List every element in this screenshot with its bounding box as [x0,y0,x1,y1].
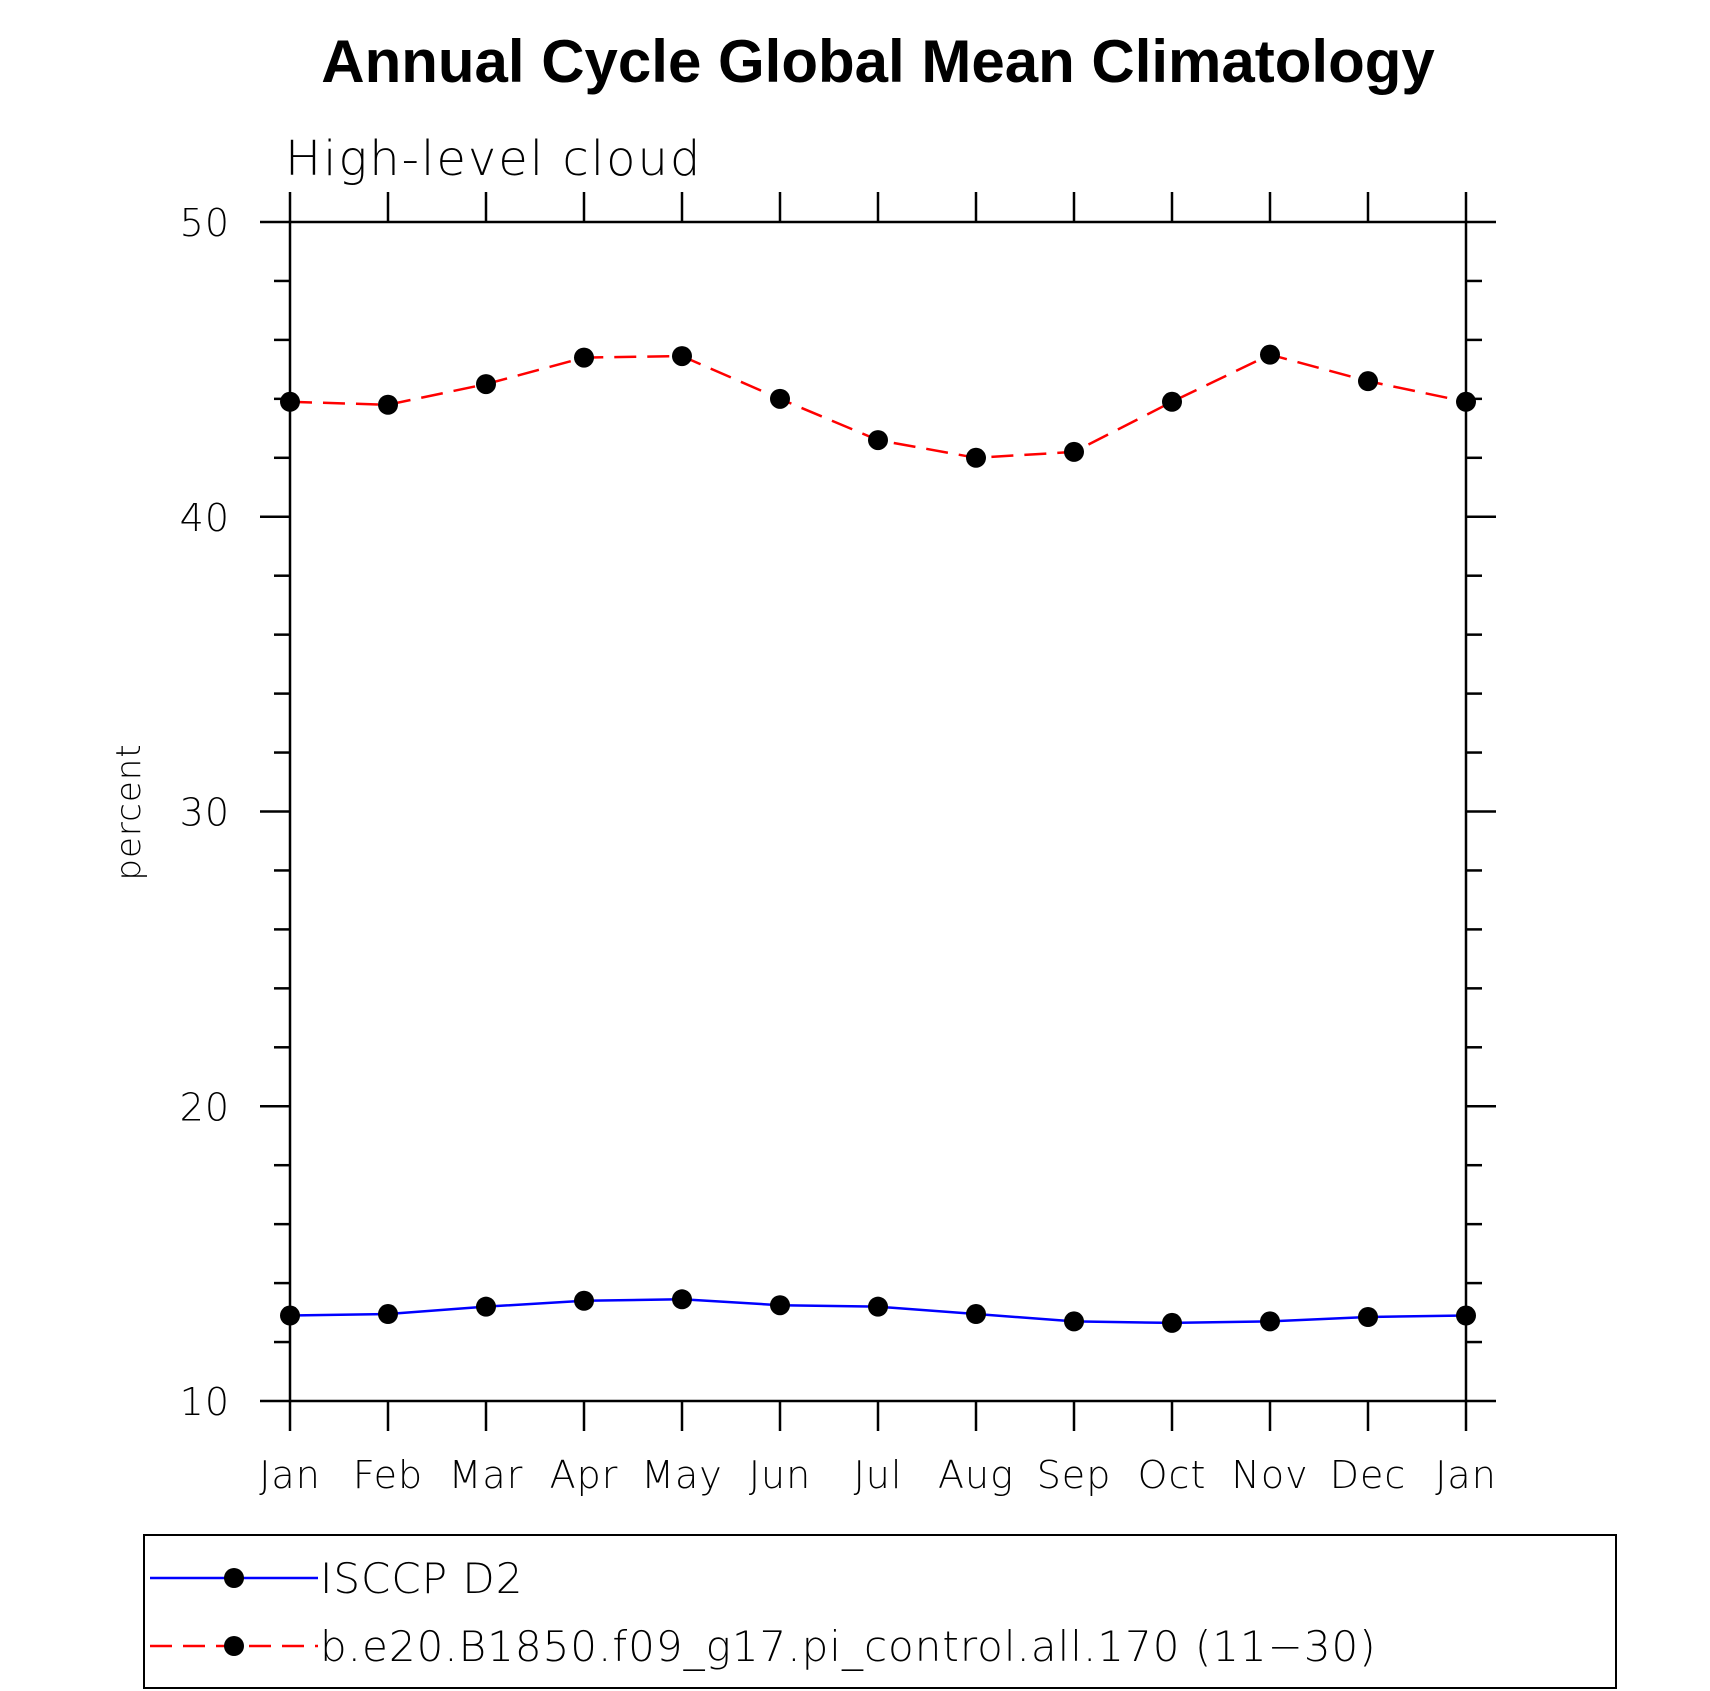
x-tick-label: Feb [353,1453,423,1497]
legend-marker-2 [224,1636,244,1656]
series-2-point [1260,344,1280,365]
series-2-point [378,394,398,415]
series-1-point [1064,1311,1084,1332]
x-tick-label: Jun [749,1453,811,1497]
series-2-point [966,447,986,468]
x-tick-label: Jan [259,1453,321,1497]
x-tick-label: Dec [1330,1453,1407,1497]
chart-title: Annual Cycle Global Mean Climatology [321,28,1435,95]
legend: ISCCP D2 b.e20.B1850.f09_g17.pi_control.a… [150,1554,1377,1671]
x-tick-label: Jul [854,1453,903,1497]
plot-frame [288,220,1468,1403]
series-1-point [1358,1306,1378,1327]
y-tick-label: 30 [180,791,230,835]
series-2-point [1162,391,1182,412]
x-tick-label: Mar [449,1453,524,1497]
series-1-point [574,1290,594,1311]
series-2-point [574,347,594,368]
series-2-point [1456,391,1476,412]
series-1-point [280,1305,300,1326]
series-1-point [1162,1312,1182,1333]
y-tick-label: 40 [180,496,230,540]
series-1-point [378,1304,398,1325]
series-layer [280,344,1476,1333]
y-tick-label: 10 [180,1380,230,1424]
y-tick-label: 50 [180,201,230,245]
x-tick-label: Sep [1037,1453,1112,1497]
x-tick-label: Jan [1435,1453,1497,1497]
legend-label-1: ISCCP D2 [320,1554,523,1603]
series-1-point [1260,1311,1280,1332]
series-1-point [966,1304,986,1325]
x-tick-label: Nov [1231,1453,1308,1497]
series-1-point [476,1296,496,1317]
y-axis-label: percent [109,743,149,880]
chart-subtitle: High-level cloud [285,131,702,187]
legend-marker-1 [224,1568,244,1588]
series-1-point [1456,1305,1476,1326]
series-1-point [868,1296,888,1317]
x-tick-label: Aug [938,1453,1014,1497]
series-2-point [868,430,888,451]
series-2-point [770,388,790,409]
y-tick-label: 20 [180,1085,230,1129]
x-tick-label: Apr [550,1453,619,1497]
x-tick-label: Oct [1138,1453,1207,1497]
series-2-point [1358,371,1378,392]
series-2-point [280,391,300,412]
axes: 10 20 30 40 50 Jan Feb Mar Apr May Jun Jul Aug Sep Oct… [180,192,1497,1497]
series-1-point [672,1289,692,1310]
series-1-point [770,1295,790,1316]
series-2-point [476,374,496,395]
x-tick-label: May [641,1453,723,1497]
series-2-point [672,346,692,367]
legend-label-2: b.e20.B1850.f09_g17.pi_control.all.170 (… [320,1622,1377,1671]
series-2-point [1064,441,1084,462]
legend-box [143,1534,1617,1689]
